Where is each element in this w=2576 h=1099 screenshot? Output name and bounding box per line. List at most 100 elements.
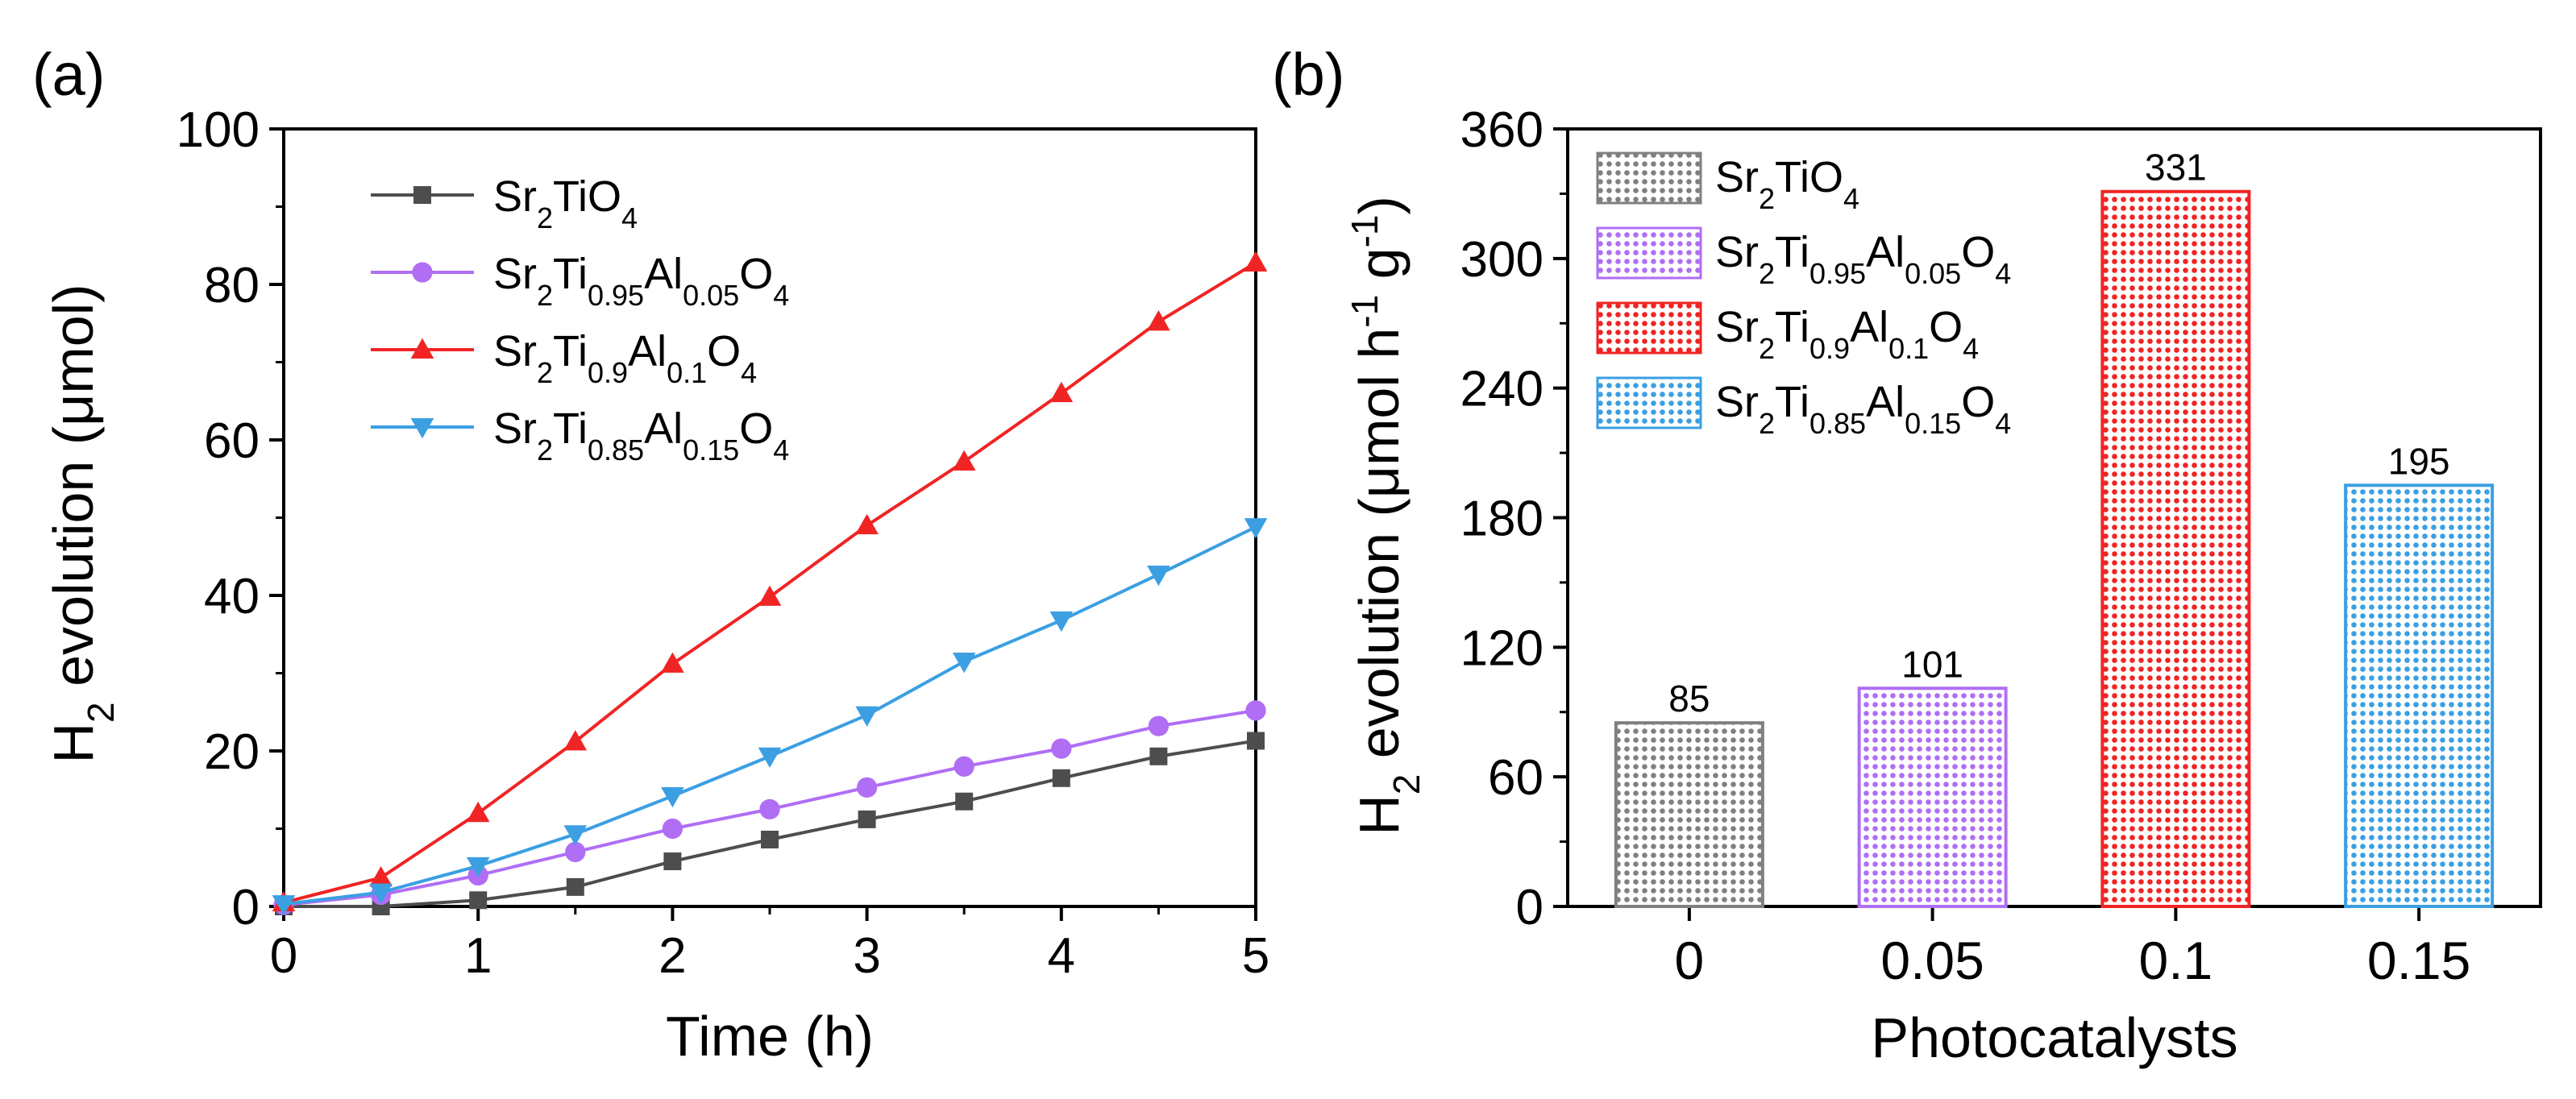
panel-a-plot-frame xyxy=(282,127,1257,908)
panel-a-y-tick-label: 20 xyxy=(204,724,260,780)
panel-a-label: (a) xyxy=(32,41,105,108)
panel-a-data-point xyxy=(663,852,682,871)
panel-a-data-point xyxy=(1149,747,1168,765)
panel-a-legend-marker xyxy=(413,186,431,204)
panel-a-data-point xyxy=(661,652,684,673)
panel-b-bar xyxy=(2344,483,2495,908)
panel-b-legend-label: Sr2Ti0.9Al0.1O4 xyxy=(1715,303,1979,365)
panel-a-data-point xyxy=(855,706,879,727)
panel-a-y-tick-label: 40 xyxy=(204,569,260,624)
panel-a-legend-entry: Sr2Ti0.85Al0.15O4 xyxy=(371,404,789,467)
panel-b-axes: 0 60 120 180 240 300 360 0 0.05 0.1 0.15 xyxy=(1460,102,2542,990)
panel-b-x-axis-label: Photocatalysts xyxy=(1871,1006,2237,1069)
panel-a-legend-label: Sr2Ti0.95Al0.05O4 xyxy=(493,250,789,312)
panel-a-legend-entry: Sr2Ti0.95Al0.05O4 xyxy=(371,250,789,312)
panel-a-data-point xyxy=(855,513,879,535)
panel-a-series-1 xyxy=(273,700,1266,915)
panel-b-legend-swatch xyxy=(1596,151,1702,205)
panel-b-bar xyxy=(1857,686,2008,909)
panel-a-data-point xyxy=(761,831,779,849)
panel-b-legend-entry: Sr2TiO4 xyxy=(1596,151,1859,215)
panel-a-data-point xyxy=(563,730,588,751)
panel-a-x-tick-label: 0 xyxy=(270,928,297,984)
panel-a-legend-entry: Sr2TiO4 xyxy=(371,172,638,234)
panel-b-legend-entry: Sr2Ti0.85Al0.15O4 xyxy=(1596,376,2011,440)
panel-b-x-tick-label: 0 xyxy=(1675,931,1705,990)
panel-a-data-point xyxy=(1245,700,1266,721)
panel-b-x-tick-label: 0.05 xyxy=(1880,931,1984,990)
panel-a-y-tick-label: 0 xyxy=(232,880,260,935)
panel-a-legend-entry: Sr2Ti0.9Al0.1O4 xyxy=(371,327,757,389)
panel-b-legend-entry: Sr2Ti0.9Al0.1O4 xyxy=(1596,301,1979,365)
panel-a-x-tick-label: 4 xyxy=(1048,928,1075,984)
panel-a-y-tick-label: 60 xyxy=(204,413,260,469)
panel-a-data-point xyxy=(469,891,488,910)
panel-a-data-point xyxy=(1147,310,1170,331)
panel-b-bars: 85 101 331 195 xyxy=(1614,147,2495,909)
panel-a-legend-marker xyxy=(410,418,434,439)
panel-b-data-label: 195 xyxy=(2388,440,2450,482)
panel-a-data-point xyxy=(1244,251,1268,272)
panel-a-y-tick-label: 100 xyxy=(177,102,260,158)
panel-a-x-axis-label: Time (h) xyxy=(666,1005,874,1068)
panel-b-y-axis-label: H2 evolution (μmol h-1 g-1) xyxy=(1344,196,1427,836)
panel-b-label: (b) xyxy=(1272,41,1344,108)
panel-b-data-label: 331 xyxy=(2145,147,2207,189)
panel-a-legend-label: Sr2Ti0.85Al0.15O4 xyxy=(493,404,789,467)
panel-a-x-tick-label: 1 xyxy=(464,928,492,984)
panel-b-legend-entry: Sr2Ti0.95Al0.05O4 xyxy=(1596,226,2011,290)
panel-b-legend-swatch xyxy=(1596,376,1702,429)
panel-b-y-tick-label: 360 xyxy=(1460,102,1544,158)
panel-a-legend-label: Sr2Ti0.9Al0.1O4 xyxy=(493,327,757,389)
panel-a-data-point xyxy=(466,801,490,823)
panel-a-data-point xyxy=(369,883,393,904)
panel-a-data-point xyxy=(856,777,878,798)
panel-b-legend-label: Sr2Ti0.85Al0.15O4 xyxy=(1715,378,2011,440)
panel-a-series xyxy=(272,251,1268,916)
panel-a-data-point xyxy=(1244,518,1268,539)
panel-a-legend: Sr2TiO4 Sr2Ti0.95Al0.05O4 Sr2Ti0.9Al0.1O4 S… xyxy=(371,172,789,467)
panel-a-legend-marker xyxy=(410,338,434,359)
panel-b-legend-label: Sr2Ti0.95Al0.05O4 xyxy=(1715,228,2011,290)
panel-b-y-tick-label: 0 xyxy=(1516,880,1544,935)
panel-a-x-tick-label: 3 xyxy=(853,928,880,984)
panel-a-data-point xyxy=(565,841,586,863)
panel-a-data-point xyxy=(1147,565,1170,587)
panel-b-legend-swatch xyxy=(1596,226,1702,280)
panel-a-x-tick-label: 5 xyxy=(1242,928,1269,984)
panel-a-data-point xyxy=(1049,381,1074,403)
panel-b-data-label: 85 xyxy=(1668,678,1710,720)
panel-b-y-tick-label: 120 xyxy=(1460,620,1544,676)
panel-b-bar xyxy=(1614,721,1764,908)
panel-a-data-point xyxy=(662,818,683,840)
panel-a-data-point xyxy=(566,877,584,896)
panel-a-data-point xyxy=(858,810,876,828)
panel-a-data-point xyxy=(952,653,976,674)
panel-b-bar-chart: (b) 0 60 120 180 240 300 360 0 0.05 0.1 0.15 85 101… xyxy=(1272,41,2542,1069)
panel-a-data-point xyxy=(758,585,782,606)
panel-a-data-point xyxy=(955,792,974,811)
panel-a-data-point xyxy=(563,825,588,846)
panel-a-data-point xyxy=(1051,738,1072,759)
panel-b-data-label: 101 xyxy=(1901,643,1963,685)
panel-a-data-point xyxy=(661,786,684,808)
panel-b-legend: Sr2TiO4 Sr2Ti0.95Al0.05O4 Sr2Ti0.9Al0.1O4 S… xyxy=(1596,151,2011,440)
panel-a-data-point xyxy=(369,865,393,887)
panel-a-data-point xyxy=(1052,769,1070,787)
panel-a-data-point xyxy=(1049,611,1074,632)
panel-b-legend-swatch xyxy=(1596,301,1702,355)
panel-a-x-tick-label: 2 xyxy=(659,928,686,984)
panel-a-y-axis-label: H2 evolution (μmol) xyxy=(42,284,122,763)
panel-b-y-tick-label: 240 xyxy=(1460,362,1544,417)
panel-a-data-point xyxy=(1247,732,1265,750)
panel-a-data-point xyxy=(1148,715,1170,736)
panel-a-series-3 xyxy=(272,518,1268,916)
panel-b-legend-label: Sr2TiO4 xyxy=(1715,153,1859,215)
panel-a-legend-marker xyxy=(412,262,433,283)
panel-b-bar xyxy=(2100,189,2251,909)
panel-a-data-point xyxy=(466,856,490,878)
panel-a-data-point xyxy=(759,798,780,820)
panel-a-series-2 xyxy=(272,251,1268,912)
panel-a-data-point xyxy=(272,895,296,916)
